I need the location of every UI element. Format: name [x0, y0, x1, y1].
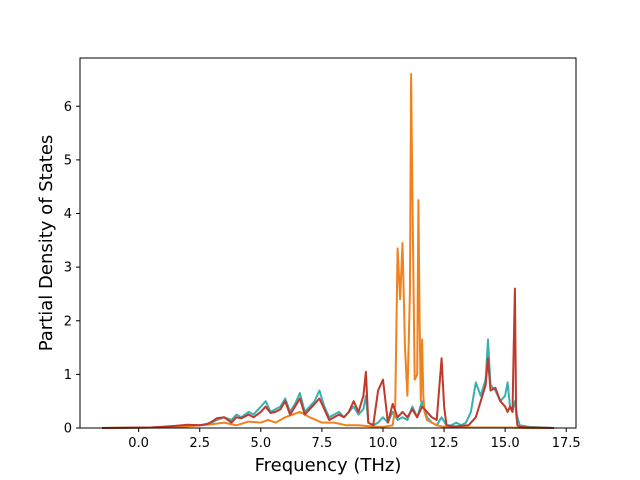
x-tick-label: 2.5 — [189, 436, 210, 451]
series-line-3 — [101, 287, 555, 429]
y-tick-label: 4 — [64, 207, 72, 222]
x-tick-label: 0.0 — [128, 436, 149, 451]
x-tick-label: 15.0 — [491, 436, 520, 451]
y-tick-label: 0 — [64, 422, 72, 437]
y-tick-label: 1 — [64, 368, 72, 383]
plot-frame — [79, 57, 577, 429]
x-tick-label: 12.5 — [430, 436, 459, 451]
x-tick-label: 10.0 — [368, 436, 397, 451]
x-tick-label: 7.5 — [312, 436, 333, 451]
y-tick-label: 6 — [64, 100, 72, 115]
x-tick-label: 5.0 — [250, 436, 271, 451]
y-tick-label: 5 — [64, 153, 72, 168]
x-axis-label: Frequency (THz) — [255, 455, 402, 476]
y-axis-ticks: 0 1 2 3 4 5 6 — [64, 100, 80, 437]
x-axis-ticks: 0.0 2.5 5.0 7.5 10.0 12.5 15.0 17.5 — [128, 428, 581, 451]
series-line-2 — [101, 73, 554, 429]
plot-lines — [101, 73, 555, 429]
y-tick-label: 2 — [64, 314, 72, 329]
y-axis-label: Partial Density of States — [36, 135, 57, 352]
y-tick-label: 3 — [64, 261, 72, 276]
x-tick-label: 17.5 — [552, 436, 581, 451]
